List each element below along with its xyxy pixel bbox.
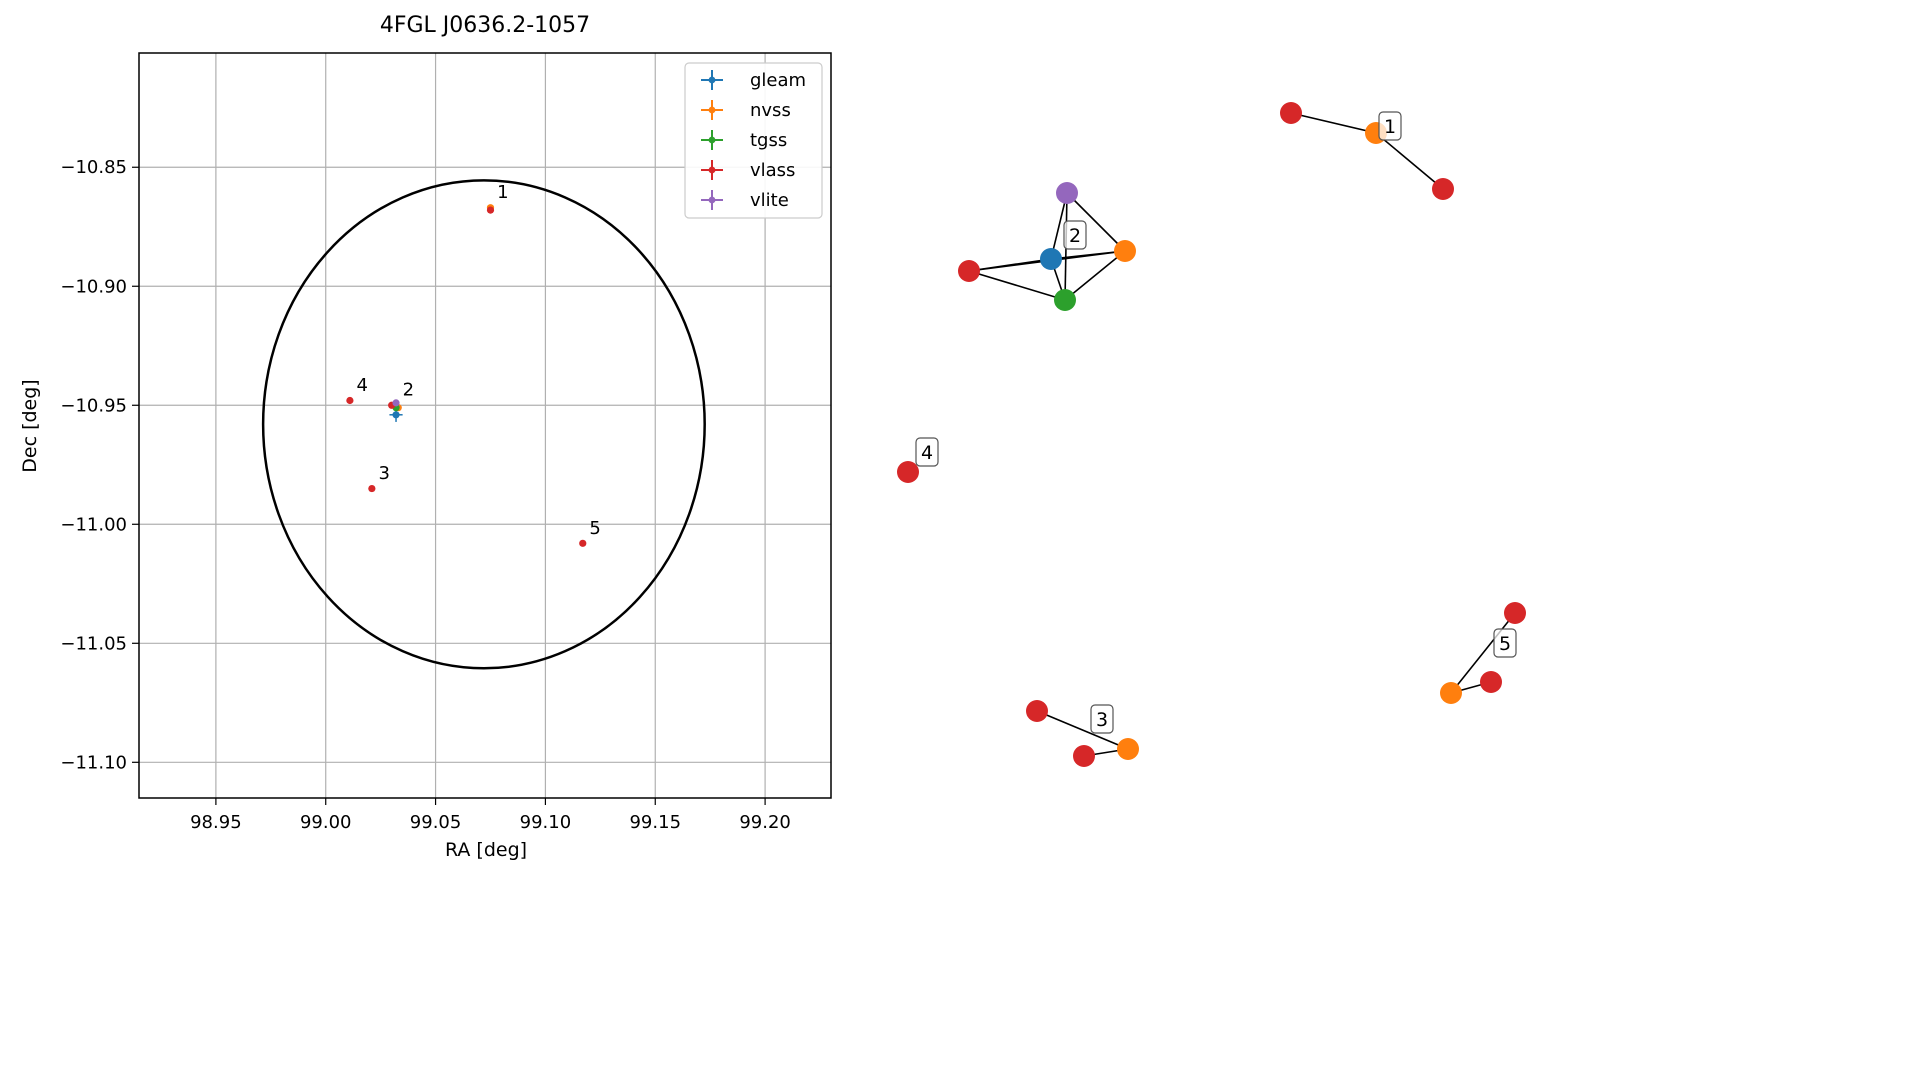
legend-box bbox=[684, 62, 823, 219]
legend-label-vlass: vlass bbox=[750, 160, 795, 181]
y-tick-label: −10.95 bbox=[60, 395, 127, 416]
graph-node bbox=[1117, 738, 1139, 760]
x-tick-label: 99.10 bbox=[520, 812, 572, 833]
x-tick-label: 99.05 bbox=[410, 812, 462, 833]
group-label: 1 bbox=[1384, 116, 1396, 138]
y-axis-label: Dec [deg] bbox=[19, 379, 41, 472]
point-annotation: 1 bbox=[497, 182, 508, 203]
graph-edge bbox=[1050, 192, 1068, 260]
group-label-box bbox=[1378, 111, 1402, 141]
legend-label-gleam: gleam bbox=[750, 70, 806, 91]
legend-marker-nvss-dot bbox=[708, 106, 716, 114]
group-label: 3 bbox=[1096, 709, 1108, 731]
group-label-box bbox=[1063, 220, 1087, 250]
graph-edge bbox=[1036, 710, 1129, 750]
points-layer bbox=[346, 204, 587, 547]
plot-frame bbox=[138, 52, 832, 799]
legend: gleam nvss tgss vlass vlite bbox=[684, 62, 823, 219]
group-labels-layer: 1 2 3 4 5 bbox=[915, 111, 1517, 734]
group-label-box bbox=[1493, 628, 1517, 658]
group-label: 2 bbox=[1069, 225, 1081, 247]
y-tick-label: −11.05 bbox=[60, 633, 127, 654]
x-axis-label: RA [deg] bbox=[445, 839, 527, 861]
graph-node bbox=[958, 260, 980, 282]
network-panel: 1 2 3 4 5 bbox=[897, 102, 1526, 767]
legend-entries: gleam nvss tgss vlass vlite bbox=[701, 70, 806, 211]
gleam-point bbox=[392, 411, 400, 419]
graph-edge bbox=[1375, 132, 1444, 190]
nodes-layer bbox=[897, 102, 1526, 767]
graph-edge bbox=[1066, 192, 1126, 252]
x-tick-label: 99.15 bbox=[629, 812, 681, 833]
point-annotation: 2 bbox=[403, 380, 414, 401]
legend-marker-vlite-dot bbox=[708, 196, 716, 204]
legend-label-tgss: tgss bbox=[750, 130, 787, 151]
legend-label-nvss: nvss bbox=[750, 100, 791, 121]
vlass-point bbox=[346, 396, 354, 405]
graph-node bbox=[1114, 240, 1136, 262]
graph-node bbox=[1280, 102, 1302, 124]
point-annotation: 3 bbox=[378, 463, 389, 484]
graph-node bbox=[1504, 602, 1526, 624]
graph-node bbox=[897, 461, 919, 483]
group-label-box bbox=[915, 437, 939, 467]
chart-title: 4FGL J0636.2-1057 bbox=[380, 13, 590, 38]
legend-marker-vlass-dot bbox=[708, 166, 716, 174]
vlass-point bbox=[579, 539, 587, 547]
graph-node bbox=[1440, 682, 1462, 704]
vlass-point bbox=[486, 206, 495, 214]
ellipse-layer bbox=[261, 179, 706, 670]
graph-edge bbox=[968, 270, 1066, 301]
y-tick-label: −11.10 bbox=[60, 752, 127, 773]
x-tick-label: 98.95 bbox=[190, 812, 242, 833]
vlass-point bbox=[368, 484, 376, 493]
graph-node bbox=[1432, 178, 1454, 200]
legend-label-vlite: vlite bbox=[750, 190, 789, 211]
graph-edge bbox=[1450, 612, 1516, 694]
graph-node bbox=[1056, 182, 1078, 204]
grid-layer bbox=[139, 53, 831, 798]
legend-marker-gleam-dot bbox=[708, 76, 716, 84]
point-annotation: 5 bbox=[589, 518, 600, 539]
group-label-box bbox=[1090, 704, 1114, 734]
point-annotation: 4 bbox=[356, 375, 367, 396]
graph-node bbox=[1480, 671, 1502, 693]
graph-node bbox=[1040, 248, 1062, 270]
x-tick-label: 99.20 bbox=[739, 812, 791, 833]
graph-node bbox=[1073, 745, 1095, 767]
graph-node bbox=[1054, 289, 1076, 311]
x-tick-label: 99.00 bbox=[300, 812, 352, 833]
ticks-layer: 98.95 99.00 99.05 99.10 99.15 99.20 −10.85 −10.… bbox=[60, 157, 790, 833]
legend-marker-tgss-dot bbox=[708, 136, 716, 144]
y-tick-label: −10.85 bbox=[60, 157, 127, 178]
graph-edge bbox=[1290, 112, 1377, 134]
graph-node bbox=[1026, 700, 1048, 722]
vlite-point bbox=[392, 399, 400, 407]
group-label: 5 bbox=[1499, 633, 1511, 655]
annotations-layer: 1 2 3 4 5 bbox=[356, 182, 600, 539]
group-label: 4 bbox=[921, 442, 933, 464]
graph-edge bbox=[1064, 250, 1126, 301]
localization-ellipse bbox=[261, 179, 706, 670]
y-tick-label: −10.90 bbox=[60, 276, 127, 297]
y-tick-label: −11.00 bbox=[60, 514, 127, 535]
